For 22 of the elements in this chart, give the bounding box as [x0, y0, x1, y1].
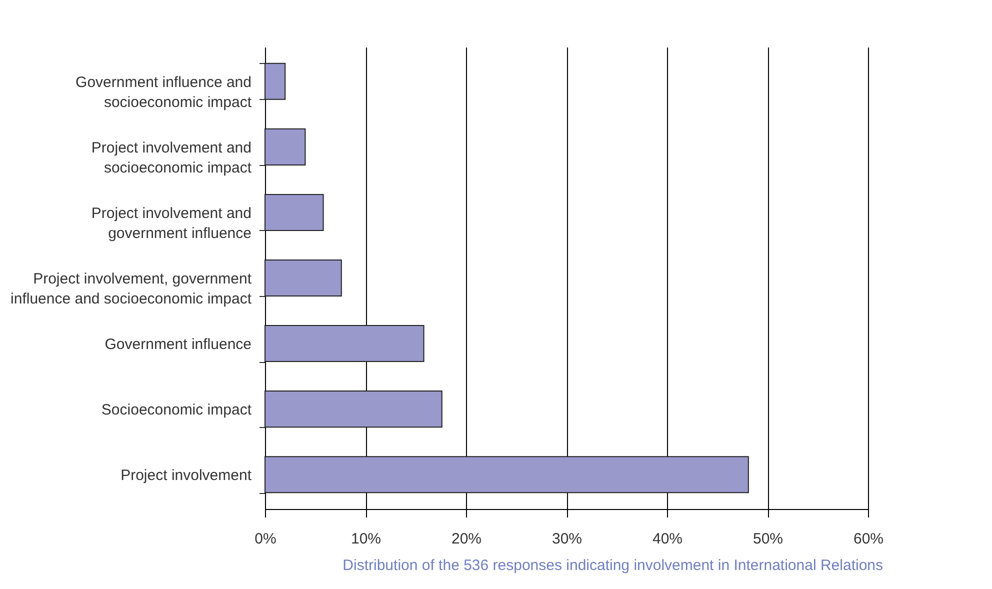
- y-tick-label: Socioeconomic impact: [101, 402, 252, 419]
- y-tick-label: Project involvement and government influence: [91, 204, 252, 242]
- x-tick-label: 10%: [350, 530, 382, 548]
- text: Distribution of the 536 responses indicating involvement in International Relations: [342, 557, 884, 574]
- bar: [264, 259, 342, 297]
- x-tick-label: 60%: [853, 530, 884, 548]
- x-tick-label: 50%: [752, 530, 784, 548]
- y-tick-label: Government influence: [104, 336, 252, 354]
- bar: [264, 128, 306, 166]
- x-tick-label: 30%: [552, 530, 582, 548]
- x-tick-label: 0%: [254, 530, 276, 548]
- y-tick-label: Government influence and socioeconomic impact: [76, 74, 252, 111]
- y-tick-label: Project involvement, government influence and socioeconomic impact: [10, 270, 252, 308]
- x-tick-label: 40%: [652, 530, 683, 548]
- bar: [264, 456, 749, 494]
- bar: [264, 325, 424, 362]
- bar: [264, 62, 286, 100]
- x-tick-label: 20%: [451, 530, 482, 548]
- bar: [264, 194, 324, 231]
- bar: [264, 390, 442, 428]
- y-tick-label: Project involvement: [120, 467, 252, 484]
- y-tick-label: Project involvement and socioeconomic impact: [91, 139, 252, 176]
